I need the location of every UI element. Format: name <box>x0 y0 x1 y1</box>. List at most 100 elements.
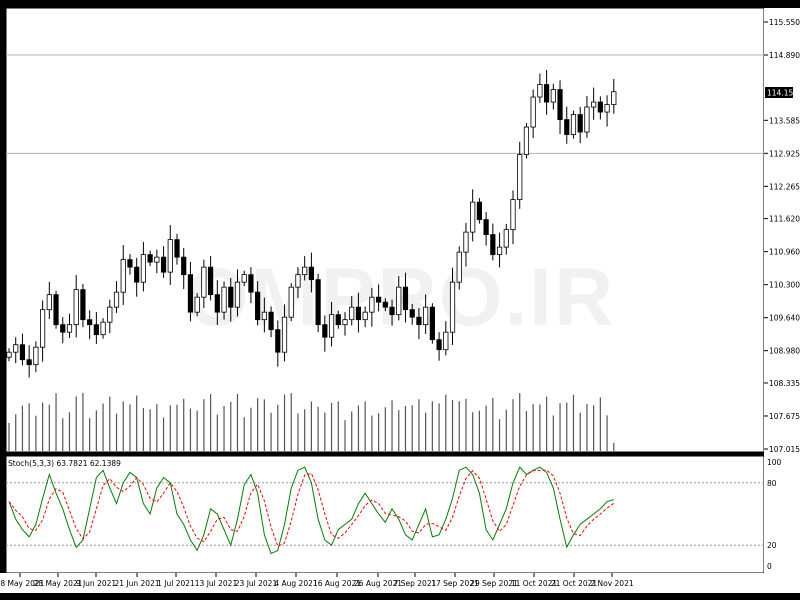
time-tick-label: 16 Aug 2021 <box>313 579 361 588</box>
candle-body <box>328 314 335 338</box>
current-price-label: 114.156 <box>767 89 798 98</box>
candle-body <box>322 324 328 338</box>
price-axis: 115.550 114.890 113.585 112.925 112.265 111.6… <box>764 18 800 454</box>
candle-body <box>470 201 476 233</box>
candle-body <box>517 154 523 201</box>
candle-body <box>389 306 395 316</box>
candle-body <box>369 296 375 313</box>
candle-body <box>241 274 247 283</box>
candle-body <box>60 324 66 333</box>
candle-body <box>496 246 503 256</box>
time-tick-label: 17 Sep 2021 <box>431 579 479 588</box>
indicator-tick-label: 100 <box>767 458 782 467</box>
candle-body <box>187 274 194 313</box>
candle-body <box>66 324 73 333</box>
candle-body <box>46 294 52 311</box>
candle-body <box>591 101 597 108</box>
candle-body <box>33 346 39 366</box>
indicator-axis: 100 80 20 0 <box>767 458 782 571</box>
price-tick-label: 107.015 <box>769 445 800 454</box>
price-tick-label: 112.925 <box>769 149 800 158</box>
candle-body <box>564 119 570 135</box>
time-tick-label: 26 Aug 2021 <box>354 579 402 588</box>
stoch-main-line <box>8 466 614 555</box>
candle-body <box>476 201 483 221</box>
candle-body <box>436 339 442 351</box>
candle-body <box>604 104 610 113</box>
time-axis-bg <box>0 573 800 593</box>
candle-body <box>207 266 214 296</box>
candle-body <box>342 319 348 326</box>
candle-body <box>234 281 241 308</box>
candle-body <box>530 96 536 128</box>
price-tick-label: 110.300 <box>769 281 800 290</box>
candle-body <box>73 289 79 326</box>
candle-body <box>100 321 106 336</box>
candle-body <box>382 301 388 308</box>
candle-body <box>463 231 469 253</box>
candle-body <box>355 306 362 321</box>
candle-body <box>577 114 583 133</box>
candle-body <box>611 91 617 105</box>
candle-body <box>154 256 160 263</box>
candle-body <box>523 126 530 155</box>
time-tick-label: 11 Oct 2021 <box>511 579 558 588</box>
candle-body <box>375 296 382 303</box>
candle-body <box>87 319 93 326</box>
price-tick-label: 110.960 <box>769 248 800 257</box>
candle-body <box>544 84 550 103</box>
candle-body <box>302 266 308 276</box>
candle-body <box>557 89 563 120</box>
candle-body <box>396 286 402 316</box>
time-tick-label: 7 Sep 2021 <box>394 579 437 588</box>
time-tick-label: 1 Jul 2021 <box>157 579 195 588</box>
horizontal-lines <box>6 54 764 154</box>
indicator-tick-label: 0 <box>767 562 772 571</box>
price-tick-label: 113.585 <box>769 116 800 125</box>
candle-body <box>160 256 167 273</box>
candle-body <box>281 316 288 353</box>
candle-body <box>490 234 496 256</box>
price-tick-label: 111.620 <box>769 215 800 224</box>
candle-body <box>201 266 207 298</box>
candles <box>6 70 617 378</box>
time-tick-label: 21 Oct 2021 <box>551 579 598 588</box>
candle-body <box>140 254 146 283</box>
time-tick-label: 29 Sep 2021 <box>470 579 518 588</box>
candle-body <box>503 229 509 248</box>
candle-body <box>402 286 409 311</box>
time-tick-label: 9 Jun 2021 <box>76 579 117 588</box>
candle-body <box>6 351 12 358</box>
candle-body <box>120 259 126 293</box>
candle-body <box>275 329 281 353</box>
candle-body <box>194 296 200 313</box>
candle-body <box>13 344 19 353</box>
volume-bars <box>8 393 615 451</box>
indicator-pane <box>5 455 765 574</box>
candle-body <box>181 256 187 276</box>
indicator-tick-label: 20 <box>767 541 777 550</box>
candle-body <box>295 274 301 288</box>
price-tick-label: 109.640 <box>769 314 800 323</box>
candle-body <box>288 286 294 318</box>
candle-body <box>53 294 59 326</box>
time-tick-label: 13 Jul 2021 <box>195 579 238 588</box>
candle-body <box>255 291 261 321</box>
candle-body <box>362 311 368 321</box>
price-tick-label: 107.675 <box>769 412 800 421</box>
candle-body <box>584 106 590 133</box>
candle-body <box>127 259 133 268</box>
candle-body <box>40 309 46 348</box>
candle-body <box>228 286 234 308</box>
candle-body <box>174 239 180 258</box>
price-pane <box>5 7 765 453</box>
candle-body <box>429 306 435 341</box>
candle-body <box>167 239 173 273</box>
price-tick-label: 108.335 <box>769 379 800 388</box>
candle-body <box>214 294 220 313</box>
candle-body <box>248 274 254 293</box>
candle-body <box>456 251 462 283</box>
price-tick-label: 114.890 <box>769 51 800 60</box>
